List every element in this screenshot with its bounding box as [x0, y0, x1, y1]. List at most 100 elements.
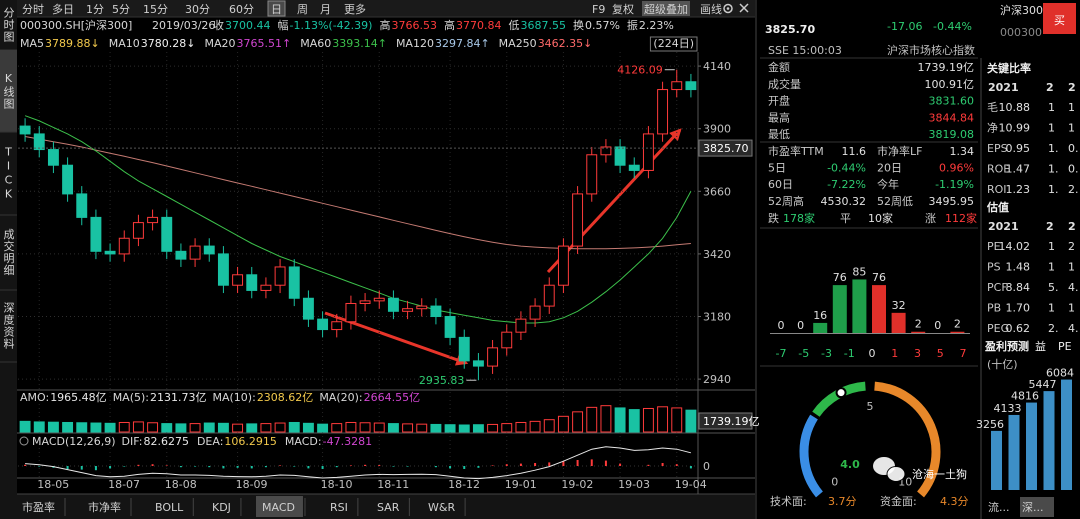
indicator-tab[interactable]: 市盈率 — [22, 500, 55, 514]
index-name: 沪深300 — [1000, 3, 1043, 17]
volume-bar — [628, 409, 640, 433]
legend-label: MA(20): — [319, 391, 362, 404]
row-label: PCF — [987, 281, 1008, 294]
low-label: 2935.83 — [419, 374, 465, 387]
legend-label: MA120 — [396, 37, 434, 50]
side-tab[interactable]: K线图 — [2, 72, 15, 110]
quote-time: SSE 15:00:03 — [768, 44, 842, 57]
tool-button[interactable]: F9 — [592, 3, 605, 16]
side-tab[interactable]: 分时图 — [2, 7, 15, 43]
indicator-tab[interactable]: 市净率 — [88, 500, 121, 514]
legend-value: 2131.73亿 — [150, 391, 207, 404]
year-header: 2021 — [988, 220, 1019, 233]
y-tick-label: 3420 — [703, 248, 731, 261]
period-tab[interactable]: 分时 — [22, 3, 44, 16]
candle-body — [47, 149, 59, 166]
period-tab[interactable]: 5分 — [112, 3, 130, 16]
volume-bar — [586, 406, 598, 433]
side-tab[interactable]: 深度资料 — [2, 302, 15, 350]
distribution-bar — [872, 285, 886, 333]
volume-bar — [90, 422, 102, 433]
x-tick-label: 18-07 — [108, 478, 140, 491]
tool-button[interactable]: 画线 — [700, 2, 722, 16]
legend-value: 3393.14↑ — [332, 37, 387, 50]
distribution-bar — [852, 279, 867, 333]
row-label: PB — [987, 302, 1001, 315]
volume-bar — [501, 423, 513, 433]
candle-body — [642, 133, 654, 171]
distribution-bar — [891, 312, 906, 333]
legend-value: 2664.55亿 — [364, 391, 421, 404]
period-tab[interactable]: 多日 — [52, 2, 74, 16]
row-label: PS — [987, 261, 1001, 274]
bar-value-label: 3256 — [976, 418, 1004, 431]
period-tab[interactable]: 15分 — [143, 3, 168, 16]
indicator-tab[interactable]: SAR — [377, 501, 400, 514]
close-icon[interactable] — [739, 3, 749, 13]
period-tab[interactable]: 月 — [320, 3, 331, 16]
period-tab[interactable]: 日 — [271, 3, 282, 16]
period-tab[interactable]: 60分 — [229, 3, 254, 16]
indicator-tab[interactable]: RSI — [330, 501, 348, 514]
indicator-tab[interactable]: MACD — [262, 501, 295, 514]
metric-label: 今年 — [877, 177, 899, 191]
period-tab[interactable]: 周 — [297, 3, 308, 16]
volume-bar — [203, 422, 215, 433]
volume-bar — [331, 423, 343, 433]
bar-value-label: 2 — [954, 318, 961, 331]
legend-label: MA20 — [204, 37, 235, 50]
candle-body — [685, 81, 697, 91]
period-tab[interactable]: 30分 — [185, 3, 210, 16]
legend-label: 高 — [379, 18, 390, 32]
candle-body — [657, 89, 669, 135]
indicator-tab[interactable]: KDJ — [212, 501, 231, 514]
row-value: 4. — [1068, 322, 1079, 335]
side-tab[interactable]: TICK — [2, 146, 15, 202]
legend-value: 82.6275 — [143, 435, 189, 448]
row-label: EPS — [987, 142, 1008, 155]
last-price-box — [698, 139, 753, 157]
panel-tab[interactable]: 流... — [988, 500, 1010, 514]
x-tick-label: 18-09 — [236, 478, 268, 491]
stat-value: 3844.84 — [929, 111, 975, 124]
candle-body — [543, 284, 555, 307]
period-tab[interactable]: 更多 — [344, 2, 366, 16]
candle-body — [246, 274, 258, 291]
forecast-bar — [1008, 414, 1020, 490]
buy-button[interactable] — [1043, 3, 1076, 34]
side-tab[interactable]: 成交明细 — [2, 228, 15, 276]
breadth-value: 10家 — [868, 211, 893, 225]
legend-value: 0.57% — [585, 19, 620, 32]
dif-line — [25, 446, 692, 480]
candle-body — [260, 284, 272, 291]
row-label: 净 — [987, 121, 998, 135]
candle-body — [628, 164, 640, 171]
period-tab[interactable]: 1分 — [86, 3, 104, 16]
stat-value: 3819.08 — [929, 128, 975, 141]
metric-value: 4530.32 — [821, 195, 867, 208]
candle-body — [557, 245, 569, 286]
volume-current: 1739.19亿 — [703, 415, 760, 428]
volume-bar — [161, 423, 173, 433]
panel-tab[interactable]: 深... — [1022, 501, 1044, 514]
row-label: PE — [987, 240, 1001, 253]
metric-value: -1.19% — [935, 178, 974, 191]
candle-body — [104, 250, 116, 255]
indicator-tab[interactable]: BOLL — [155, 501, 184, 514]
metric-label: 52周高 — [768, 194, 804, 208]
tool-button[interactable]: 复权 — [612, 2, 634, 16]
stat-value: 3831.60 — [929, 95, 975, 108]
indicator-tab[interactable]: W&R — [428, 501, 455, 514]
candle-body — [402, 308, 414, 312]
legend-label: DIF: — [122, 435, 143, 448]
help-icon[interactable] — [19, 436, 29, 446]
volume-bar — [345, 421, 357, 433]
volume-bar — [472, 424, 484, 433]
volume-bar — [19, 420, 31, 433]
tool-button[interactable]: 超级叠加 — [644, 2, 688, 16]
row-value: 2 — [1068, 240, 1075, 253]
gauge-arc — [874, 381, 941, 498]
settings-icon[interactable] — [723, 3, 733, 14]
buy-label[interactable]: 买 — [1054, 14, 1065, 27]
